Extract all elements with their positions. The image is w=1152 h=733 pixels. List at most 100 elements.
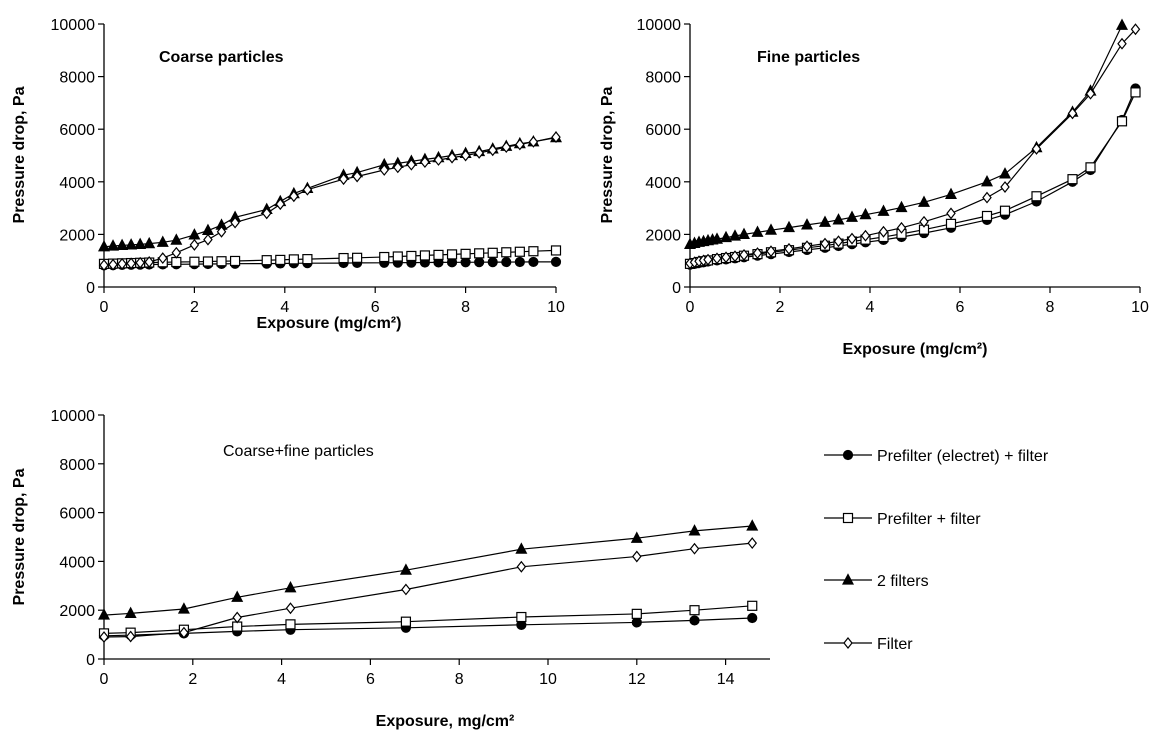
data-point [515,138,525,151]
data-point [99,259,109,272]
y-tick-label: 10000 [51,17,96,34]
data-point [171,246,182,259]
data-point [516,611,527,623]
data-point [751,225,764,237]
data-point [833,235,844,248]
data-point [108,258,118,271]
data-point [275,198,286,211]
data-point [189,256,200,267]
data-point [514,246,525,257]
data-point [216,225,227,238]
series-filter [99,131,561,272]
data-point [784,242,794,255]
chart-annotation: Coarse particles [159,49,284,66]
data-point [730,250,740,263]
data-point [284,580,297,593]
data-point [1031,191,1042,202]
data-point [189,238,200,251]
data-point [117,257,127,270]
x-tick-label: 4 [866,299,875,316]
chart-annotation: Coarse+fine particles [223,443,374,460]
data-point [720,230,732,243]
data-point [819,215,831,227]
series-line [103,137,557,248]
series-line [103,136,557,266]
data-point [703,253,713,266]
y-tick-label: 0 [86,652,95,669]
data-point [747,600,758,611]
data-point [134,237,147,249]
x-tick-label: 12 [628,671,646,688]
series-line [103,542,753,638]
legend-entry-2-filters: 2 filters [824,573,929,590]
y-tick-label: 6000 [645,122,681,139]
data-point [528,135,539,148]
data-point [179,626,189,639]
data-point [392,251,403,262]
data-point [766,245,776,258]
data-point [859,207,872,220]
data-point [231,590,244,602]
data-point [460,248,471,259]
data-point [528,256,539,268]
x-tick-label: 0 [686,299,695,316]
data-point [801,218,813,230]
data-point [420,156,430,169]
x-tick-label: 8 [461,299,470,316]
data-point [1067,174,1078,185]
data-point [550,256,562,267]
data-point [170,233,183,245]
data-point [981,175,993,187]
y-tick-label: 10000 [637,17,682,34]
data-point [945,187,957,200]
data-point [216,256,227,267]
data-point [515,542,528,554]
x-tick-label: 10 [539,671,557,688]
y-tick-label: 2000 [645,227,681,244]
data-point [157,252,168,265]
y-tick-label: 0 [672,280,681,297]
series-line [689,28,1136,264]
data-point [202,256,214,267]
data-point [446,249,458,260]
data-point [1117,37,1127,50]
x-axis-title: Exposure (mg/cm²) [843,341,988,358]
y-tick-label: 4000 [59,175,95,192]
data-point [275,254,286,266]
series-filter [99,537,758,644]
y-tick-label: 2000 [59,603,95,620]
data-point [832,213,845,225]
series-2-filters [98,519,759,620]
x-tick-label: 10 [547,299,565,316]
data-point [746,519,759,531]
data-point [945,218,957,229]
data-point [177,602,190,614]
data-point [433,249,444,261]
data-point [1085,87,1096,100]
data-point [783,220,795,233]
data-point [203,233,213,246]
data-point [1085,162,1096,173]
x-tick-label: 2 [190,299,199,316]
x-tick-label: 10 [1131,299,1149,316]
data-point [487,144,498,157]
data-point [338,252,349,264]
data-point [712,252,722,265]
data-point [285,602,296,615]
x-tick-label: 6 [371,299,380,316]
data-point [352,170,362,183]
data-point [896,221,907,234]
chart-fine-particles: 0 2000 4000 6000 8000 10000 0 2 4 6 8 10 Exposure (m… [599,17,1149,358]
data-point [352,252,363,263]
y-tick-label: 0 [86,280,95,297]
data-point [433,154,444,166]
data-point [474,257,485,268]
y-tick-label: 10000 [51,408,96,425]
legend-marker [842,573,854,585]
data-point [747,612,758,624]
data-point [729,229,741,241]
data-point [516,560,527,573]
data-point [847,232,857,245]
data-point [982,191,992,204]
data-point [846,210,858,222]
